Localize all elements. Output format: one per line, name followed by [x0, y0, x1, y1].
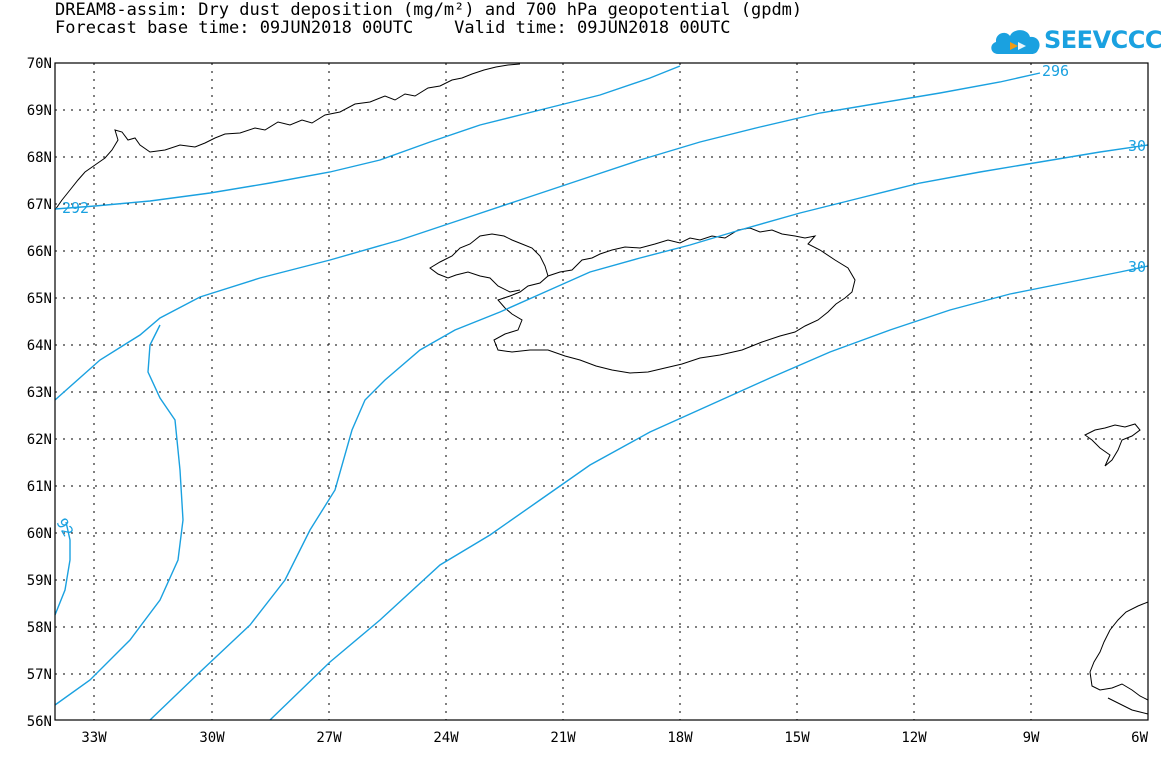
- orkney-coast: [1107, 697, 1149, 715]
- cloud-icon: [991, 30, 1040, 54]
- plot-frame: [54, 62, 1149, 721]
- lat-label: 70N: [27, 56, 52, 72]
- greenland-coast: [54, 63, 521, 211]
- scotland-coast: [1089, 601, 1149, 701]
- lon-label: 18W: [667, 730, 693, 746]
- seevccc-logo: SEEVCCC: [988, 24, 1168, 58]
- lat-label: 58N: [27, 620, 52, 636]
- lat-label: 59N: [27, 573, 52, 589]
- contour-300-mid: [149, 144, 1149, 721]
- contour-label: 30: [1128, 258, 1146, 276]
- contour-label: 92: [53, 515, 78, 540]
- lon-label: 15W: [784, 730, 810, 746]
- logo-text: SEEVCCC: [1044, 26, 1163, 54]
- contour-292-edge: [54, 521, 71, 616]
- contour-label: 292: [62, 199, 89, 217]
- lat-label: 64N: [27, 338, 52, 354]
- lat-label: 69N: [27, 103, 52, 119]
- lon-label: 12W: [901, 730, 927, 746]
- lat-label: 61N: [27, 479, 52, 495]
- map-title: DREAM8-assim: Dry dust deposition (mg/m²…: [55, 0, 803, 20]
- lat-label: 56N: [27, 714, 52, 730]
- lon-label: 9W: [1023, 730, 1040, 746]
- coastlines: [54, 63, 1149, 715]
- contour-292-north: [54, 65, 681, 210]
- lon-label: 30W: [199, 730, 225, 746]
- map-subtitle: Forecast base time: 09JUN2018 00UTC Vali…: [55, 18, 731, 38]
- lon-label: 33W: [81, 730, 107, 746]
- lat-label: 65N: [27, 291, 52, 307]
- faroe-coast: [1084, 423, 1141, 467]
- lon-label: 24W: [433, 730, 459, 746]
- lat-label: 63N: [27, 385, 52, 401]
- lon-label: 6W: [1131, 730, 1148, 746]
- graticule: [55, 63, 1148, 720]
- geopotential-contours: [54, 65, 1149, 721]
- lon-label: 27W: [316, 730, 342, 746]
- contour-label: 296: [1042, 62, 1069, 80]
- westfjords-coast: [429, 233, 549, 293]
- contour-292-west: [54, 324, 184, 706]
- lat-label: 67N: [27, 197, 52, 213]
- lat-axis: 70N 69N 68N 67N 66N 65N 64N 63N 62N 61N …: [27, 56, 52, 730]
- lat-label: 62N: [27, 432, 52, 448]
- lat-label: 60N: [27, 526, 52, 542]
- iceland-coast: [493, 227, 856, 374]
- lon-label: 21W: [550, 730, 576, 746]
- lat-label: 57N: [27, 667, 52, 683]
- contour-300-south: [269, 265, 1149, 721]
- lat-label: 68N: [27, 150, 52, 166]
- lon-axis: 33W 30W 27W 24W 21W 18W 15W 12W 9W 6W: [81, 730, 1148, 746]
- contour-label: 30: [1128, 137, 1146, 155]
- lat-label: 66N: [27, 244, 52, 260]
- contour-296: [54, 72, 1041, 401]
